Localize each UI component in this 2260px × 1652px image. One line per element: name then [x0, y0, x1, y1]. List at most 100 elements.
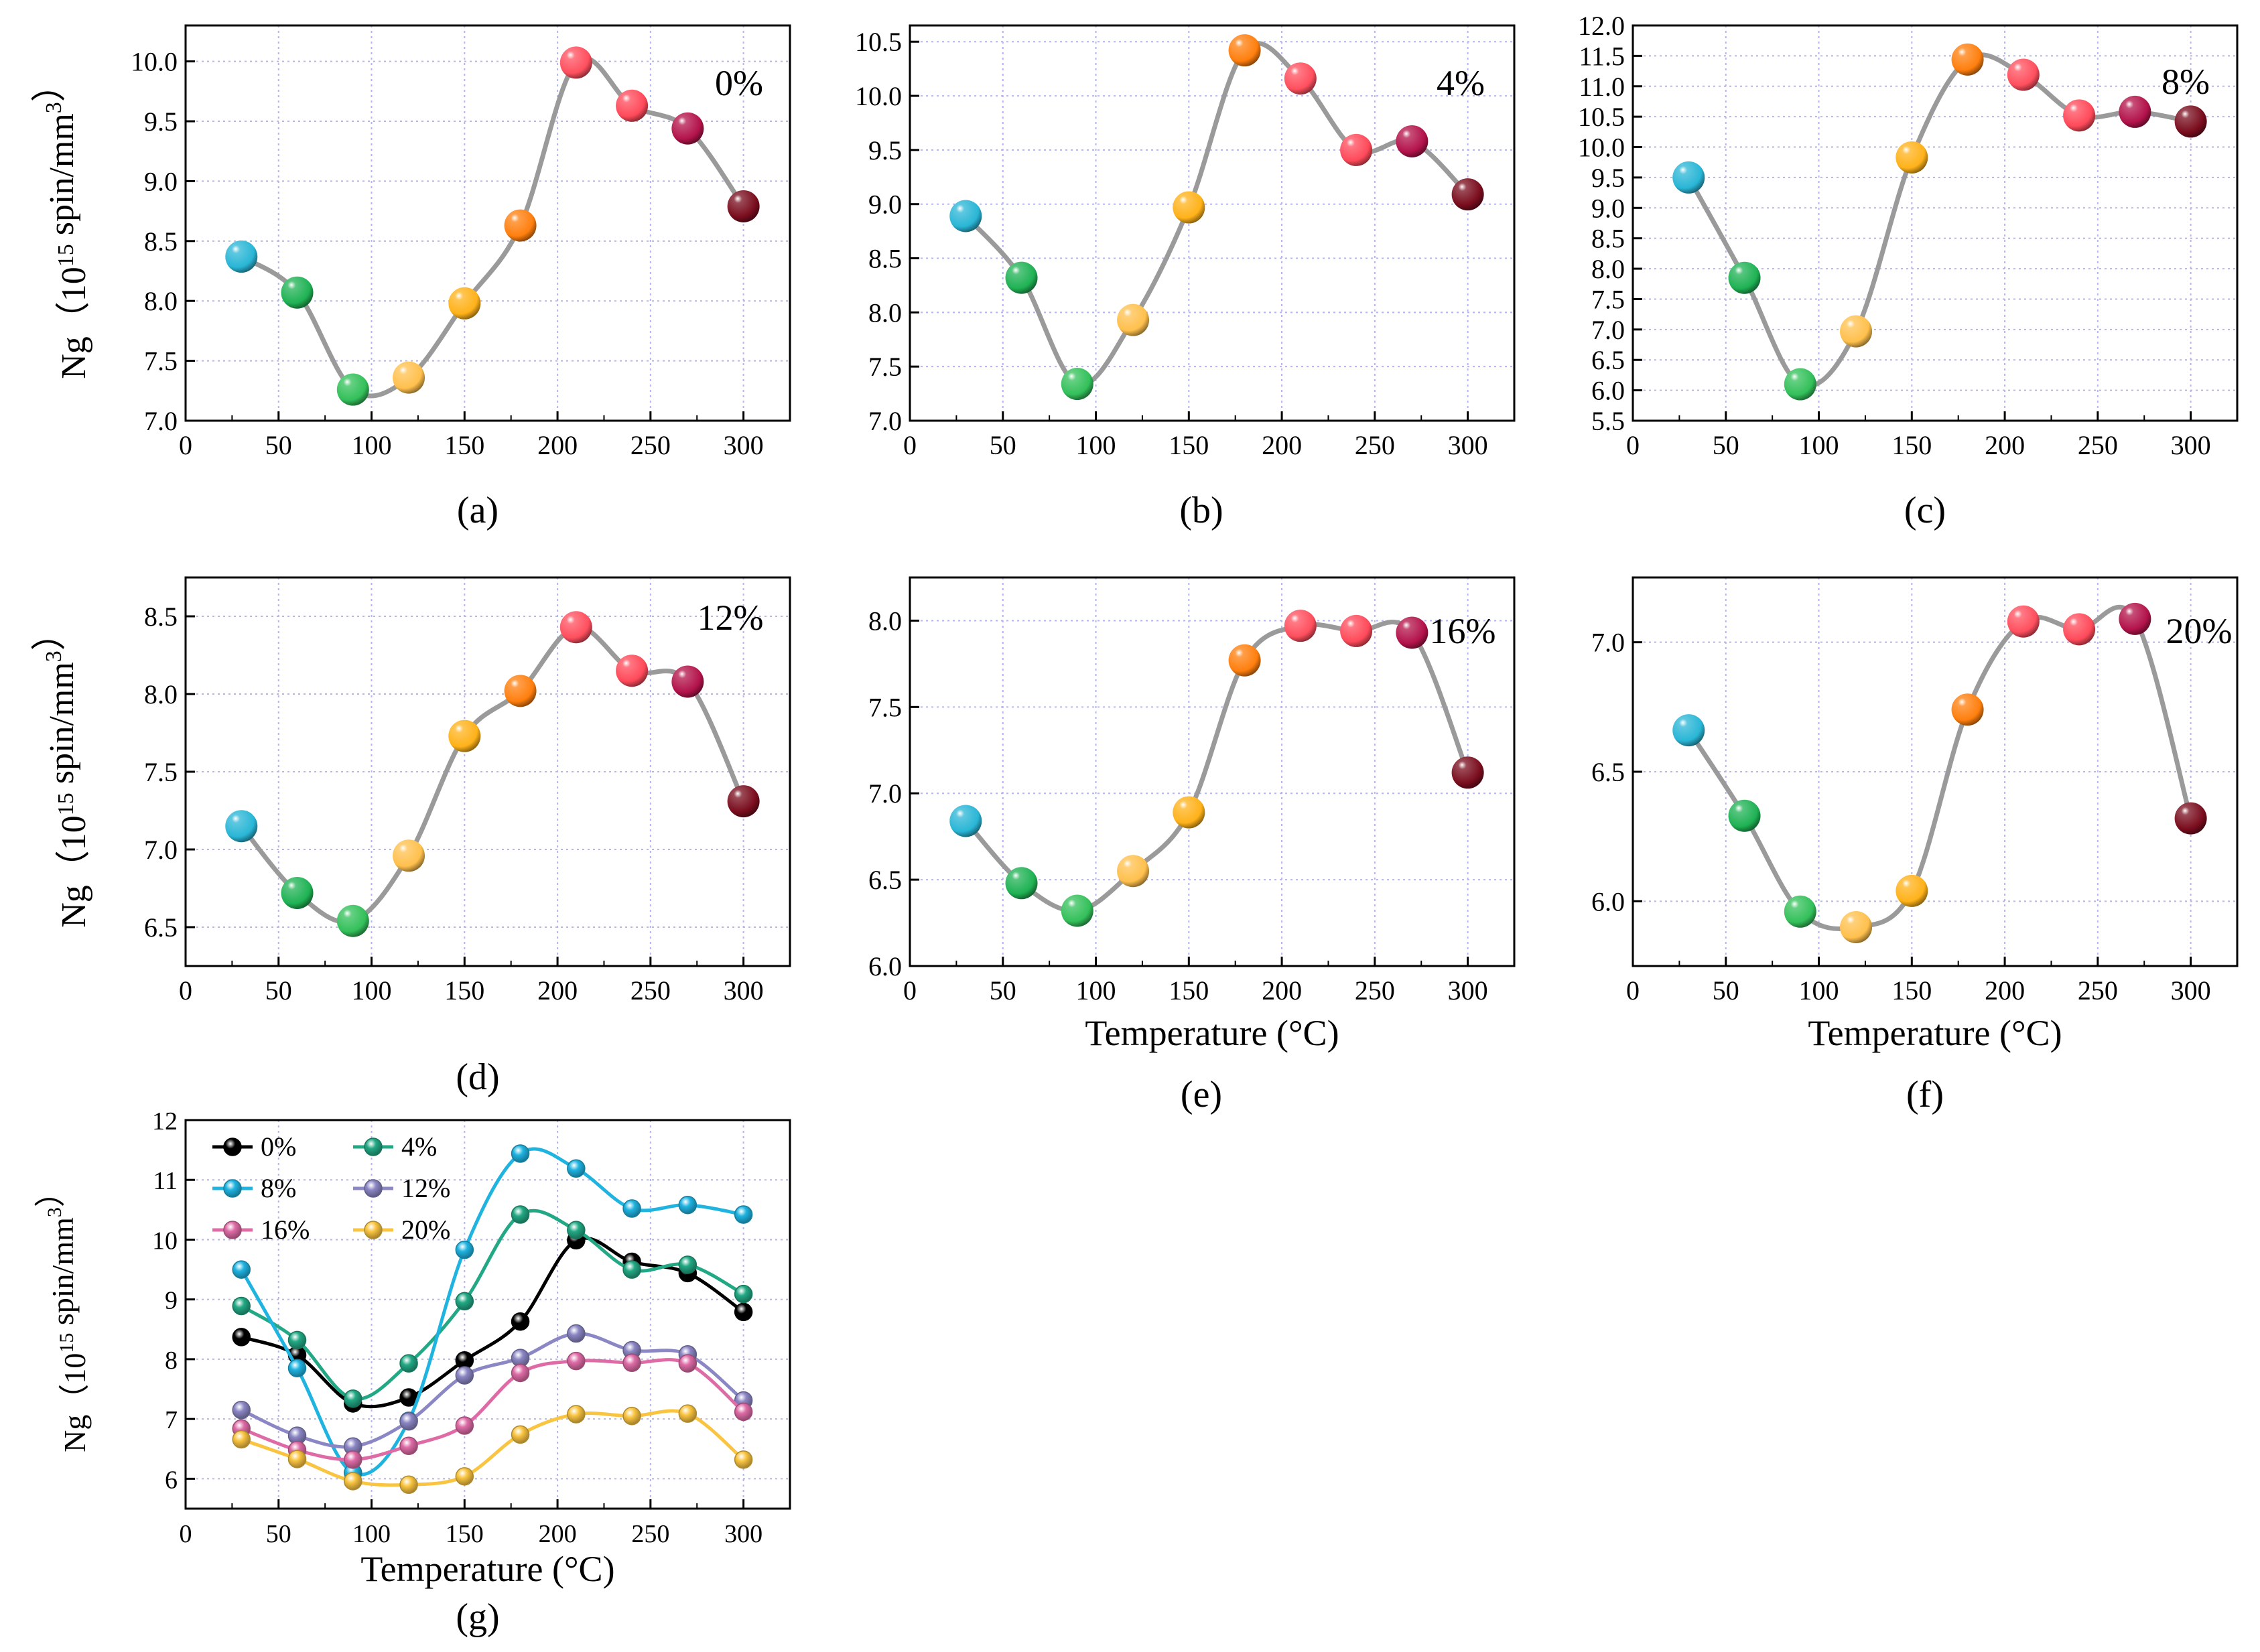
- y-tick-label: 7.0: [144, 406, 178, 436]
- series-point-1: [287, 1330, 307, 1350]
- data-point: [1396, 616, 1428, 649]
- panel-label: (e): [1181, 1074, 1222, 1115]
- series-point-0: [511, 1312, 530, 1331]
- legend-marker: [223, 1138, 242, 1156]
- y-axis-label-part: Ng（10: [55, 815, 93, 928]
- x-tick-label: 200: [1985, 975, 2025, 1006]
- data-point: [1005, 261, 1038, 294]
- series-point-5: [399, 1475, 418, 1495]
- y-tick-label: 10.5: [1578, 102, 1625, 132]
- y-tick-label: 8.5: [868, 244, 902, 274]
- data-point: [616, 89, 649, 122]
- x-tick-label: 50: [265, 430, 292, 460]
- data-point: [504, 675, 537, 707]
- x-tick-label: 150: [444, 975, 484, 1006]
- y-axis-label-superscript: 3: [42, 102, 66, 113]
- legend-marker: [364, 1221, 383, 1239]
- x-tick-label: 100: [352, 1520, 391, 1548]
- x-tick-label: 250: [1355, 975, 1395, 1006]
- data-point: [1451, 756, 1484, 789]
- y-axis-label-superscript: 15: [54, 793, 78, 815]
- series-curve: [1686, 52, 2194, 389]
- x-tick-label: 50: [1713, 975, 1739, 1006]
- x-tick-label: 150: [1169, 975, 1209, 1006]
- y-tick-label: 6.0: [1591, 376, 1625, 406]
- x-axis-label: Temperature (°C): [360, 1549, 614, 1589]
- x-tick-label: 300: [1448, 975, 1488, 1006]
- x-tick-label: 150: [446, 1520, 484, 1548]
- data-point: [727, 785, 760, 818]
- y-tick-label: 9.0: [144, 166, 178, 196]
- series-point-5: [567, 1405, 586, 1424]
- panel-annotation: 20%: [2166, 611, 2233, 651]
- x-tick-label: 0: [1626, 975, 1640, 1006]
- series-point-1: [344, 1389, 362, 1408]
- y-tick-label: 6.0: [868, 951, 902, 981]
- panel-annotation: 8%: [2162, 62, 2210, 102]
- series-point-1: [678, 1255, 697, 1274]
- x-tick-label: 250: [2078, 430, 2118, 460]
- y-tick-label: 7.5: [868, 692, 902, 722]
- series-point-1: [622, 1260, 641, 1279]
- x-tick-label: 150: [1169, 430, 1209, 460]
- data-point: [1896, 874, 1928, 907]
- data-point: [1672, 161, 1705, 194]
- data-point: [1396, 125, 1428, 157]
- y-tick-label: 10.0: [1578, 133, 1625, 163]
- legend-label: 4%: [401, 1131, 437, 1162]
- data-point: [616, 655, 649, 687]
- y-tick-label: 9.0: [868, 190, 902, 220]
- legend-label: 16%: [261, 1215, 310, 1245]
- y-axis-label-superscript: 15: [56, 1333, 78, 1353]
- data-point: [1061, 894, 1093, 927]
- y-axis-label-superscript: 15: [54, 244, 78, 267]
- series-point-2: [511, 1144, 530, 1163]
- series-line-4: [241, 1358, 745, 1462]
- series-point-2: [678, 1195, 697, 1215]
- y-axis-label-superscript: 3: [44, 1207, 66, 1217]
- panel-label: (a): [457, 490, 498, 531]
- data-point: [1228, 644, 1261, 677]
- series-point-5: [344, 1472, 362, 1491]
- x-tick-label: 250: [1355, 430, 1395, 460]
- x-tick-label: 100: [1076, 975, 1116, 1006]
- data-point: [393, 839, 425, 872]
- series-curve: [239, 624, 746, 924]
- y-tick-label: 5.5: [1591, 406, 1625, 436]
- data-point: [2174, 802, 2207, 835]
- series-point-5: [734, 1450, 753, 1469]
- plot-frame: [184, 1119, 791, 1510]
- legend-label: 12%: [401, 1173, 450, 1203]
- panel-label: (c): [1904, 490, 1946, 531]
- y-tick-label: 8.5: [144, 226, 178, 257]
- x-tick-label: 100: [1799, 430, 1839, 460]
- panel-label: (g): [456, 1596, 499, 1638]
- legend-label: 20%: [401, 1215, 450, 1245]
- x-tick-label: 150: [1891, 430, 1932, 460]
- series-curve: [963, 41, 1471, 387]
- series-point-2: [567, 1159, 586, 1178]
- y-tick-label: 7.0: [1591, 628, 1625, 658]
- data-point: [2063, 99, 2096, 132]
- data-point: [2119, 602, 2151, 635]
- data-point: [1061, 368, 1093, 401]
- x-tick-label: 300: [2171, 975, 2211, 1006]
- y-tick-label: 11.5: [1579, 41, 1625, 71]
- y-axis-label-part: spin/mm: [43, 662, 81, 793]
- series-point-4: [344, 1450, 362, 1469]
- data-point: [336, 373, 369, 406]
- x-tick-label: 0: [179, 975, 192, 1006]
- panel-label: (f): [1906, 1074, 1944, 1115]
- y-axis-label-part: ）: [31, 616, 69, 650]
- y-tick-label: 8: [165, 1347, 178, 1375]
- x-axis-label: Temperature (°C): [1085, 1013, 1339, 1053]
- x-tick-label: 0: [180, 1520, 192, 1548]
- data-point: [1117, 855, 1150, 888]
- y-tick-label: 6.5: [1591, 345, 1625, 375]
- data-point: [1284, 610, 1317, 642]
- x-tick-label: 200: [537, 430, 578, 460]
- series-point-4: [567, 1351, 586, 1371]
- series-point-5: [455, 1467, 474, 1486]
- x-tick-label: 300: [724, 1520, 762, 1548]
- y-tick-label: 7: [165, 1406, 178, 1434]
